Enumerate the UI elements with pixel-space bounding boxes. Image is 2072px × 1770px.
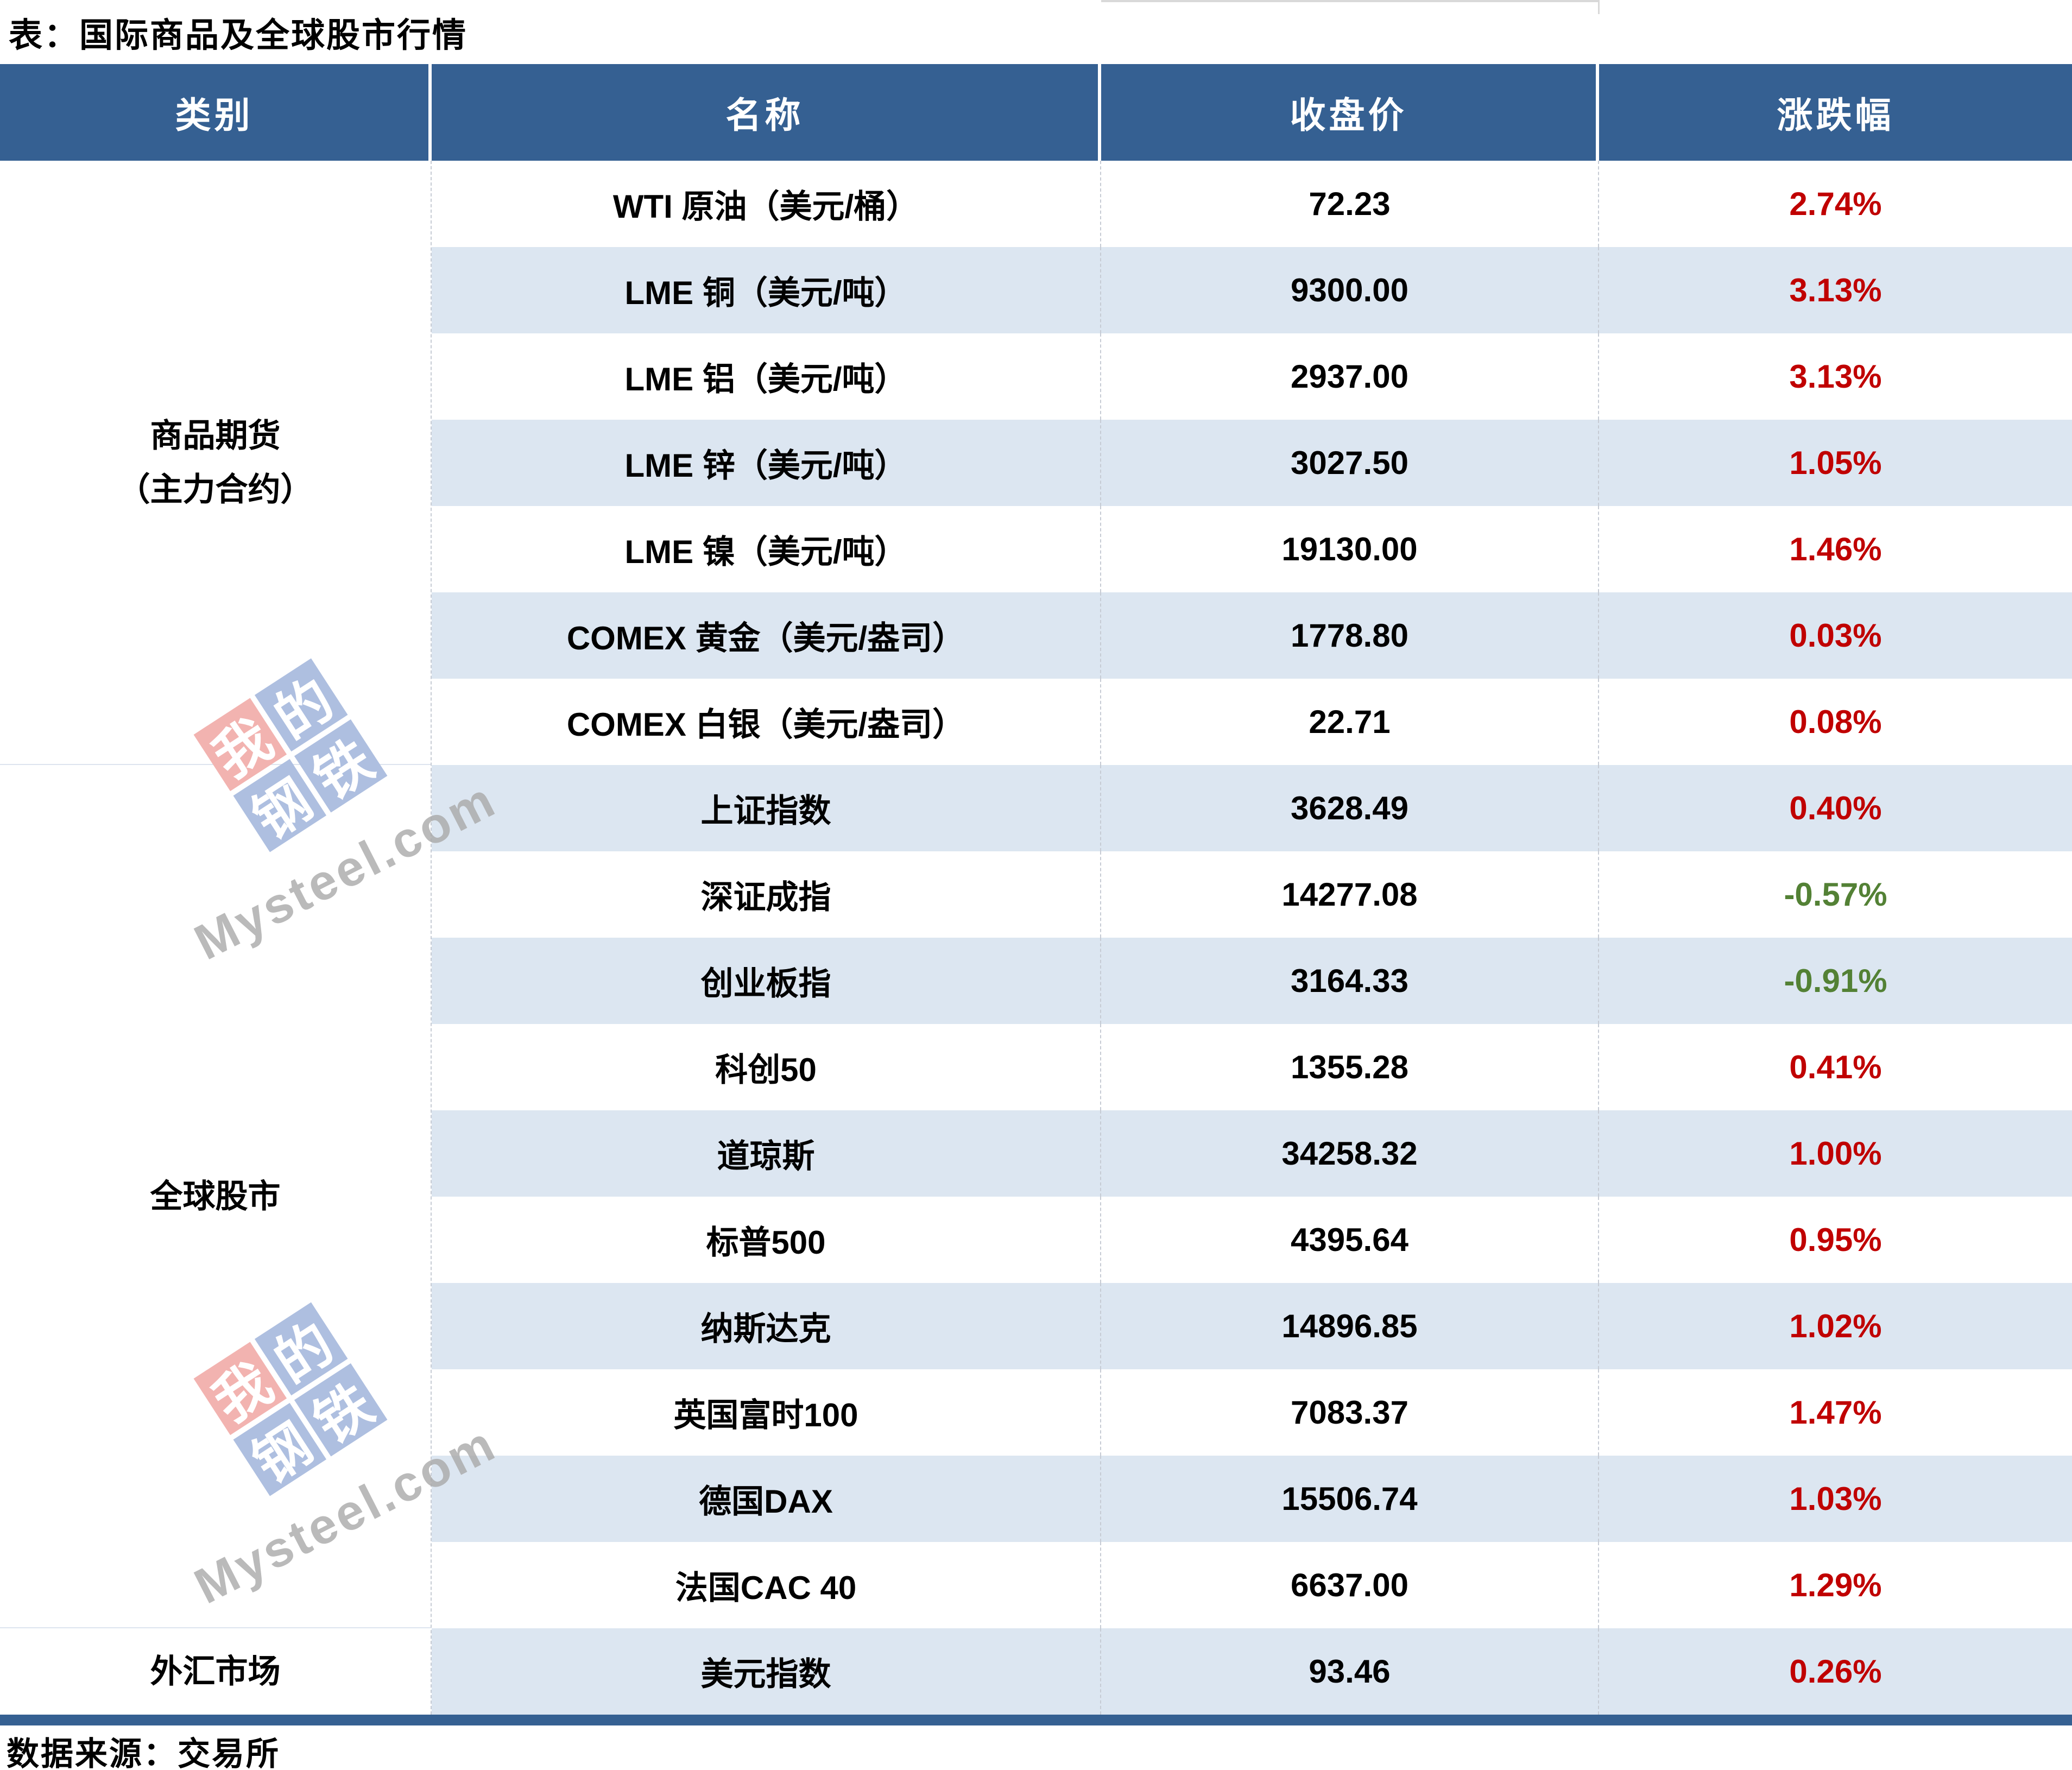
name-cell: COMEX 黄金（美元/盎司） [432, 592, 1101, 679]
close-price-cell: 1778.80 [1101, 592, 1599, 679]
name-cell: 标普500 [432, 1197, 1101, 1283]
change-percent-cell: 0.03% [1789, 617, 1882, 654]
table-row: LME 镍（美元/吨） 19130.00 1.46% [432, 506, 2072, 592]
header-cell-change: 涨跌幅 [1777, 95, 1894, 135]
header-cell-name: 名称 [432, 64, 1101, 161]
change-percent-cell: 3.13% [1789, 358, 1882, 395]
header-cell-category: 类别 [0, 64, 432, 161]
change-percent-cell: 1.46% [1789, 531, 1882, 567]
close-price-cell: 15506.74 [1101, 1456, 1599, 1542]
close-price-cell: 3628.49 [1101, 765, 1599, 851]
close-price-cell: 19130.00 [1101, 506, 1599, 592]
close-price-cell: 2937.00 [1101, 333, 1599, 420]
category-group-commodity-futures: 商品期货 （主力合约） [0, 161, 431, 765]
data-source-note: 数据来源：交易所 [7, 1736, 280, 1770]
name-cell: 纳斯达克 [432, 1283, 1101, 1369]
change-percent-cell: 0.40% [1789, 790, 1882, 826]
change-percent-cell: -0.57% [1784, 876, 1887, 913]
table-bottom-bar [0, 1715, 2072, 1725]
table-row: 上证指数 3628.49 0.40% [432, 765, 2072, 851]
name-cell: 英国富时100 [432, 1369, 1101, 1456]
category-group-global-stocks: 全球股市 [0, 765, 431, 1628]
change-percent-cell: 0.08% [1789, 704, 1882, 740]
table-row: 纳斯达克 14896.85 1.02% [432, 1283, 2072, 1369]
name-cell: 上证指数 [432, 765, 1101, 851]
name-cell: LME 铝（美元/吨） [432, 333, 1101, 420]
table-row: 科创50 1355.28 0.41% [432, 1024, 2072, 1110]
name-cell: 创业板指 [432, 938, 1101, 1024]
category-label-line1: 商品期货 [150, 417, 281, 454]
close-price-cell: 4395.64 [1101, 1197, 1599, 1283]
top-border-tick [1598, 0, 1600, 14]
table-row: COMEX 白银（美元/盎司） 22.71 0.08% [432, 679, 2072, 765]
change-percent-cell: 1.47% [1789, 1394, 1882, 1431]
table-row: COMEX 黄金（美元/盎司） 1778.80 0.03% [432, 592, 2072, 679]
table-header: 类别 名称 收盘价 涨跌幅 [0, 64, 2072, 161]
table-row: 标普500 4395.64 0.95% [432, 1197, 2072, 1283]
name-cell: 道琼斯 [432, 1110, 1101, 1197]
close-price-cell: 14277.08 [1101, 851, 1599, 938]
name-cell: LME 镍（美元/吨） [432, 506, 1101, 592]
close-price-cell: 22.71 [1101, 679, 1599, 765]
change-percent-cell: 1.02% [1789, 1308, 1882, 1344]
close-price-cell: 6637.00 [1101, 1542, 1599, 1628]
table-row: 道琼斯 34258.32 1.00% [432, 1110, 2072, 1197]
name-cell: 美元指数 [432, 1628, 1101, 1715]
name-cell: 科创50 [432, 1024, 1101, 1110]
table-row: LME 铝（美元/吨） 2937.00 3.13% [432, 333, 2072, 420]
category-column: 商品期货 （主力合约） 全球股市 外汇市场 [0, 161, 432, 1715]
change-percent-cell: 1.03% [1789, 1481, 1882, 1517]
close-price-cell: 93.46 [1101, 1628, 1599, 1715]
change-percent-cell: 1.29% [1789, 1567, 1882, 1603]
name-cell: LME 铜（美元/吨） [432, 247, 1101, 333]
close-price-cell: 1355.28 [1101, 1024, 1599, 1110]
close-price-cell: 14896.85 [1101, 1283, 1599, 1369]
close-price-cell: 72.23 [1101, 161, 1599, 247]
table-row: 深证成指 14277.08 -0.57% [432, 851, 2072, 938]
table-rows: WTI 原油（美元/桶） 72.23 2.74% LME 铜（美元/吨） 930… [432, 161, 2072, 1715]
category-label: 全球股市 [150, 1178, 281, 1215]
close-price-cell: 3027.50 [1101, 420, 1599, 506]
table-row: LME 锌（美元/吨） 3027.50 1.05% [432, 420, 2072, 506]
change-percent-cell: 3.13% [1789, 272, 1882, 308]
change-percent-cell: 2.74% [1789, 186, 1882, 222]
header-cell-close: 收盘价 [1101, 64, 1599, 161]
table-row: LME 铜（美元/吨） 9300.00 3.13% [432, 247, 2072, 333]
table-row: 创业板指 3164.33 -0.91% [432, 938, 2072, 1024]
close-price-cell: 9300.00 [1101, 247, 1599, 333]
category-label-line2: （主力合约） [117, 471, 313, 508]
table-row: 美元指数 93.46 0.26% [432, 1628, 2072, 1715]
change-percent-cell: 0.26% [1789, 1653, 1882, 1690]
category-group-forex: 外汇市场 [0, 1628, 431, 1715]
top-border-line [1101, 0, 1599, 2]
close-price-cell: 3164.33 [1101, 938, 1599, 1024]
change-percent-cell: 1.00% [1789, 1135, 1882, 1172]
close-price-cell: 34258.32 [1101, 1110, 1599, 1197]
name-cell: COMEX 白银（美元/盎司） [432, 679, 1101, 765]
change-percent-cell: 0.41% [1789, 1049, 1882, 1085]
name-cell: 法国CAC 40 [432, 1542, 1101, 1628]
table-row: WTI 原油（美元/桶） 72.23 2.74% [432, 161, 2072, 247]
category-label: 外汇市场 [150, 1653, 281, 1690]
name-cell: 德国DAX [432, 1456, 1101, 1542]
change-percent-cell: 1.05% [1789, 445, 1882, 481]
table-row: 英国富时100 7083.37 1.47% [432, 1369, 2072, 1456]
change-percent-cell: 0.95% [1789, 1222, 1882, 1258]
table-row: 德国DAX 15506.74 1.03% [432, 1456, 2072, 1542]
table-row: 法国CAC 40 6637.00 1.29% [432, 1542, 2072, 1628]
name-cell: LME 锌（美元/吨） [432, 420, 1101, 506]
change-percent-cell: -0.91% [1784, 963, 1887, 999]
name-cell: WTI 原油（美元/桶） [432, 161, 1101, 247]
close-price-cell: 7083.37 [1101, 1369, 1599, 1456]
page-title: 表：国际商品及全球股市行情 [9, 17, 468, 54]
table-body: 商品期货 （主力合约） 全球股市 外汇市场 WTI 原油（美元/桶） 72.23… [0, 161, 2072, 1715]
name-cell: 深证成指 [432, 851, 1101, 938]
